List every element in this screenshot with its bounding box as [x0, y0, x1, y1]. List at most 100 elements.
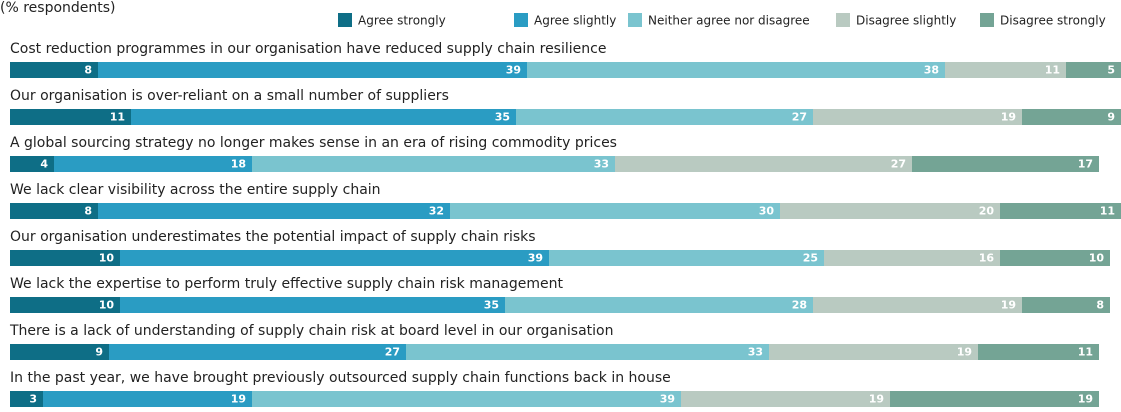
bar-segment — [516, 109, 813, 125]
legend-label: Neither agree nor disagree — [648, 14, 810, 28]
legend-swatch — [514, 13, 528, 27]
value-label: 19 — [1001, 111, 1016, 124]
value-label: 27 — [385, 346, 400, 359]
bar-segment — [450, 203, 780, 219]
legend-label: Agree slightly — [534, 14, 616, 28]
bar-segment — [978, 344, 1099, 360]
value-label: 10 — [99, 299, 115, 312]
bar-segment — [10, 109, 131, 125]
row-label: Our organisation underestimates the pote… — [10, 229, 536, 245]
bar-segment — [43, 391, 252, 407]
value-label: 9 — [95, 346, 103, 359]
row-label: We lack the expertise to perform truly e… — [10, 276, 563, 292]
value-label: 25 — [803, 252, 818, 265]
value-label: 9 — [1107, 111, 1115, 124]
legend-swatch — [338, 13, 352, 27]
value-label: 8 — [84, 205, 92, 218]
value-label: 11 — [110, 111, 125, 124]
bar-segment — [505, 297, 813, 313]
bar-segment — [406, 344, 769, 360]
bar-segment — [549, 250, 824, 266]
bar-segment — [10, 62, 98, 78]
bar-segment — [824, 250, 1000, 266]
bar-segment — [615, 156, 912, 172]
legend-swatch — [836, 13, 850, 27]
bar-segment — [1022, 109, 1121, 125]
value-label: 33 — [748, 346, 763, 359]
bar-segment — [1066, 62, 1121, 78]
bar-segment — [131, 109, 516, 125]
value-label: 35 — [495, 111, 510, 124]
value-label: 18 — [231, 158, 246, 171]
value-label: 35 — [484, 299, 499, 312]
bar-segment — [912, 156, 1099, 172]
bar-segment — [681, 391, 890, 407]
value-label: 8 — [1096, 299, 1104, 312]
bar-segment — [10, 344, 109, 360]
legend-label: Disagree strongly — [1000, 14, 1106, 28]
value-label: 27 — [891, 158, 906, 171]
value-label: 39 — [506, 64, 521, 77]
bar-segment — [10, 391, 43, 407]
bar-segment — [527, 62, 945, 78]
value-label: 10 — [99, 252, 115, 265]
bar-segment — [1022, 297, 1110, 313]
bar-segment — [120, 297, 505, 313]
bar-segment — [769, 344, 978, 360]
bar-segment — [1000, 203, 1121, 219]
value-label: 39 — [528, 252, 543, 265]
value-label: 11 — [1078, 346, 1093, 359]
value-label: 27 — [792, 111, 807, 124]
bar-segment — [109, 344, 406, 360]
value-label: 19 — [1078, 393, 1093, 406]
bar-segment — [120, 250, 549, 266]
bar-segment — [98, 203, 450, 219]
value-label: 16 — [979, 252, 995, 265]
row-label: We lack clear visibility across the enti… — [10, 182, 381, 198]
bar-segment — [813, 109, 1022, 125]
legend-label: Disagree slightly — [856, 14, 956, 28]
value-label: 17 — [1078, 158, 1093, 171]
value-label: 19 — [1001, 299, 1016, 312]
value-label: 8 — [84, 64, 92, 77]
value-label: 19 — [957, 346, 972, 359]
bar-segment — [54, 156, 252, 172]
bar-segment — [10, 297, 120, 313]
value-label: 32 — [429, 205, 444, 218]
chart-subtitle: (% respondents) — [0, 0, 116, 16]
value-label: 4 — [40, 158, 48, 171]
value-label: 38 — [924, 64, 939, 77]
row-label: Cost reduction programmes in our organis… — [10, 41, 606, 57]
value-label: 28 — [792, 299, 807, 312]
row-label: A global sourcing strategy no longer mak… — [10, 135, 617, 151]
value-label: 33 — [594, 158, 609, 171]
value-label: 19 — [869, 393, 884, 406]
bar-segment — [813, 297, 1022, 313]
bar-segment — [780, 203, 1000, 219]
row-label: In the past year, we have brought previo… — [10, 370, 671, 386]
bar-segment — [10, 156, 54, 172]
bar-segment — [10, 203, 98, 219]
row-label: Our organisation is over-reliant on a sm… — [10, 88, 449, 104]
bar-segment — [10, 250, 120, 266]
row-label: There is a lack of understanding of supp… — [9, 323, 613, 339]
value-label: 10 — [1089, 252, 1105, 265]
value-label: 11 — [1100, 205, 1115, 218]
bar-segment — [252, 391, 681, 407]
bar-segment — [890, 391, 1099, 407]
bar-segment — [945, 62, 1066, 78]
bar-segment — [98, 62, 527, 78]
legend-swatch — [628, 13, 642, 27]
value-label: 20 — [979, 205, 995, 218]
bar-segment — [1000, 250, 1110, 266]
value-label: 19 — [231, 393, 246, 406]
legend-swatch — [980, 13, 994, 27]
bar-segment — [252, 156, 615, 172]
value-label: 39 — [660, 393, 675, 406]
value-label: 5 — [1107, 64, 1115, 77]
value-label: 3 — [29, 393, 37, 406]
value-label: 11 — [1045, 64, 1060, 77]
value-label: 30 — [759, 205, 775, 218]
legend-label: Agree strongly — [358, 14, 446, 28]
